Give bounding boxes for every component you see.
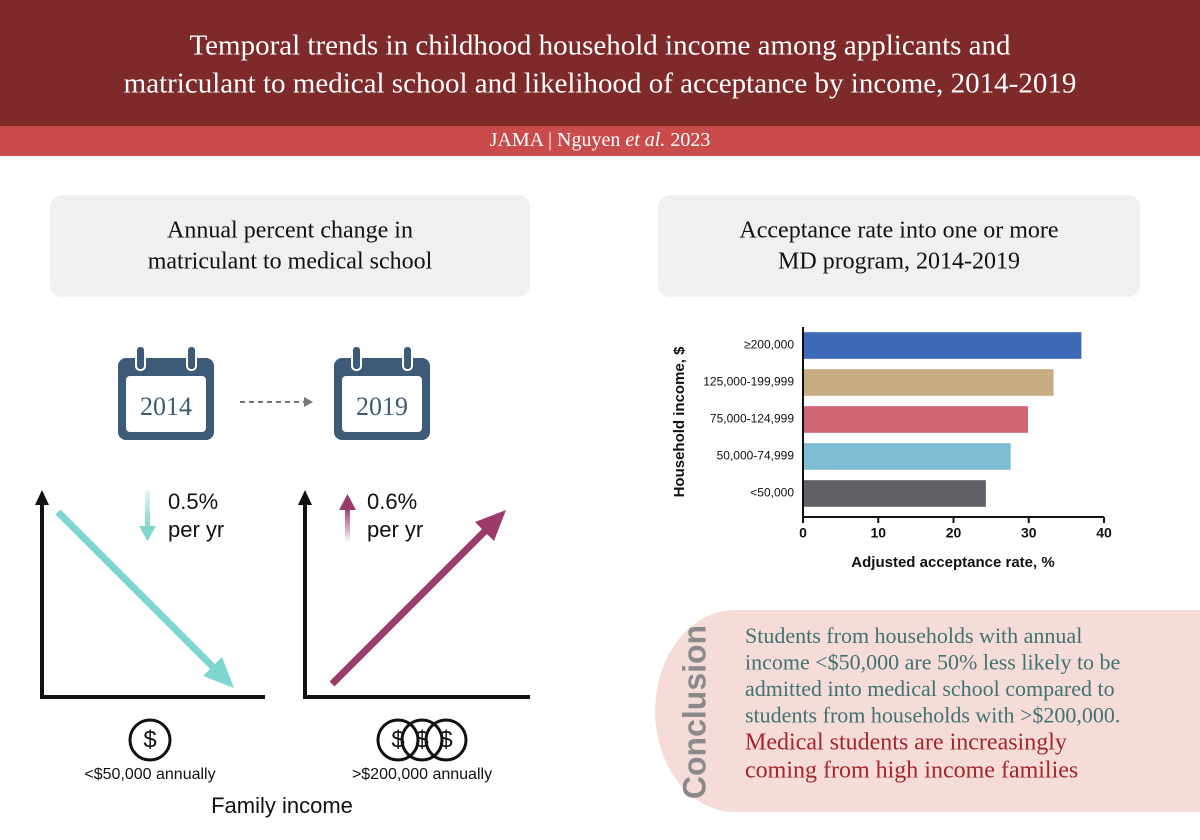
trend-line: Medical students are increasingly [745,730,1067,756]
x-tick-label: 40 [1096,525,1112,541]
chart-heading-box [658,195,1140,297]
coin-symbol: $ [415,726,428,753]
y-tick-label: <50,000 [750,486,794,500]
coin-icons [128,718,468,762]
y-axis-label: Household income, $ [671,346,688,498]
bar-chart: ≥200,000 125,000-199,999 75,000-124,999 50,… [703,327,1112,541]
conclusion-text: Students from households with annualinco… [745,623,1120,783]
income-label: <$50,000 annually [84,766,215,783]
coin-symbol: $ [391,726,404,753]
up-indicator [345,508,350,543]
header-title: Temporal trends in childhood household i… [189,30,1011,62]
finding-line: Students from households with annual [745,623,1082,648]
chart-title: MD program, 2014-2019 [778,249,1020,275]
change-unit: per yr [367,517,423,542]
change-value: 0.5% [168,489,218,514]
y-tick-label: 50,000-74,999 [717,449,795,463]
bar [803,406,1028,433]
finding-line: income <$50,000 are 50% less likely to b… [745,650,1120,675]
panel-title: matriculant to medical school [148,249,433,275]
chart-title: Acceptance rate into one or more [739,218,1058,244]
trend-line: coming from high income families [745,758,1078,784]
up-indicator-head [339,494,356,510]
bar [803,332,1082,359]
down-indicator-head [139,526,156,541]
income-label: >$200,000 annually [352,766,492,783]
bar [803,480,986,507]
x-tick-label: 30 [1021,525,1037,541]
subtitle-band [0,126,1200,156]
decline-arrowhead [203,657,234,688]
axis-label: Family income [211,793,353,818]
conclusion-box [655,610,1200,812]
y-tick-label: 75,000-124,999 [710,412,794,426]
decline-arrow [55,509,221,675]
down-indicator [145,490,150,528]
header-band [0,0,1200,126]
calendar: 2019 [334,345,430,440]
y-tick-label: ≥200,000 [744,338,794,352]
coin-symbol: $ [143,726,156,753]
bar [803,369,1054,396]
coin-symbol: $ [439,726,452,753]
bar [803,443,1011,470]
conclusion-heading: Conclusion [676,625,712,799]
change-value: 0.6% [367,489,417,514]
rise-arrowhead [475,510,506,541]
x-tick-label: 20 [946,525,962,541]
y-tick-label: 125,000-199,999 [703,375,794,389]
subtitle-part: JAMA | Nguyen [490,129,621,151]
header-title: matriculant to medical school and likeli… [124,68,1077,100]
x-tick-label: 0 [799,525,807,541]
rise-arrow [329,523,493,687]
finding-line: students from households with >$200,000. [745,703,1120,728]
subtitle-part: et al. [625,129,665,151]
change-unit: per yr [168,517,224,542]
subtitle-part: 2023 [670,129,710,151]
x-axis-label: Adjusted acceptance rate, % [851,554,1054,571]
start-year: 2014 [140,392,192,421]
x-tick-label: 10 [870,525,886,541]
trend-axes [40,500,530,699]
panel-heading-box [50,195,530,297]
header-subtitle: JAMA | Nguyen et al. 2023 [490,129,711,151]
panel-title: Annual percent change in [167,218,413,244]
finding-line: admitted into medical school compared to [745,676,1115,701]
calendar: 2014 [118,345,214,440]
transition-arrowhead [304,397,313,407]
end-year: 2019 [356,392,408,421]
